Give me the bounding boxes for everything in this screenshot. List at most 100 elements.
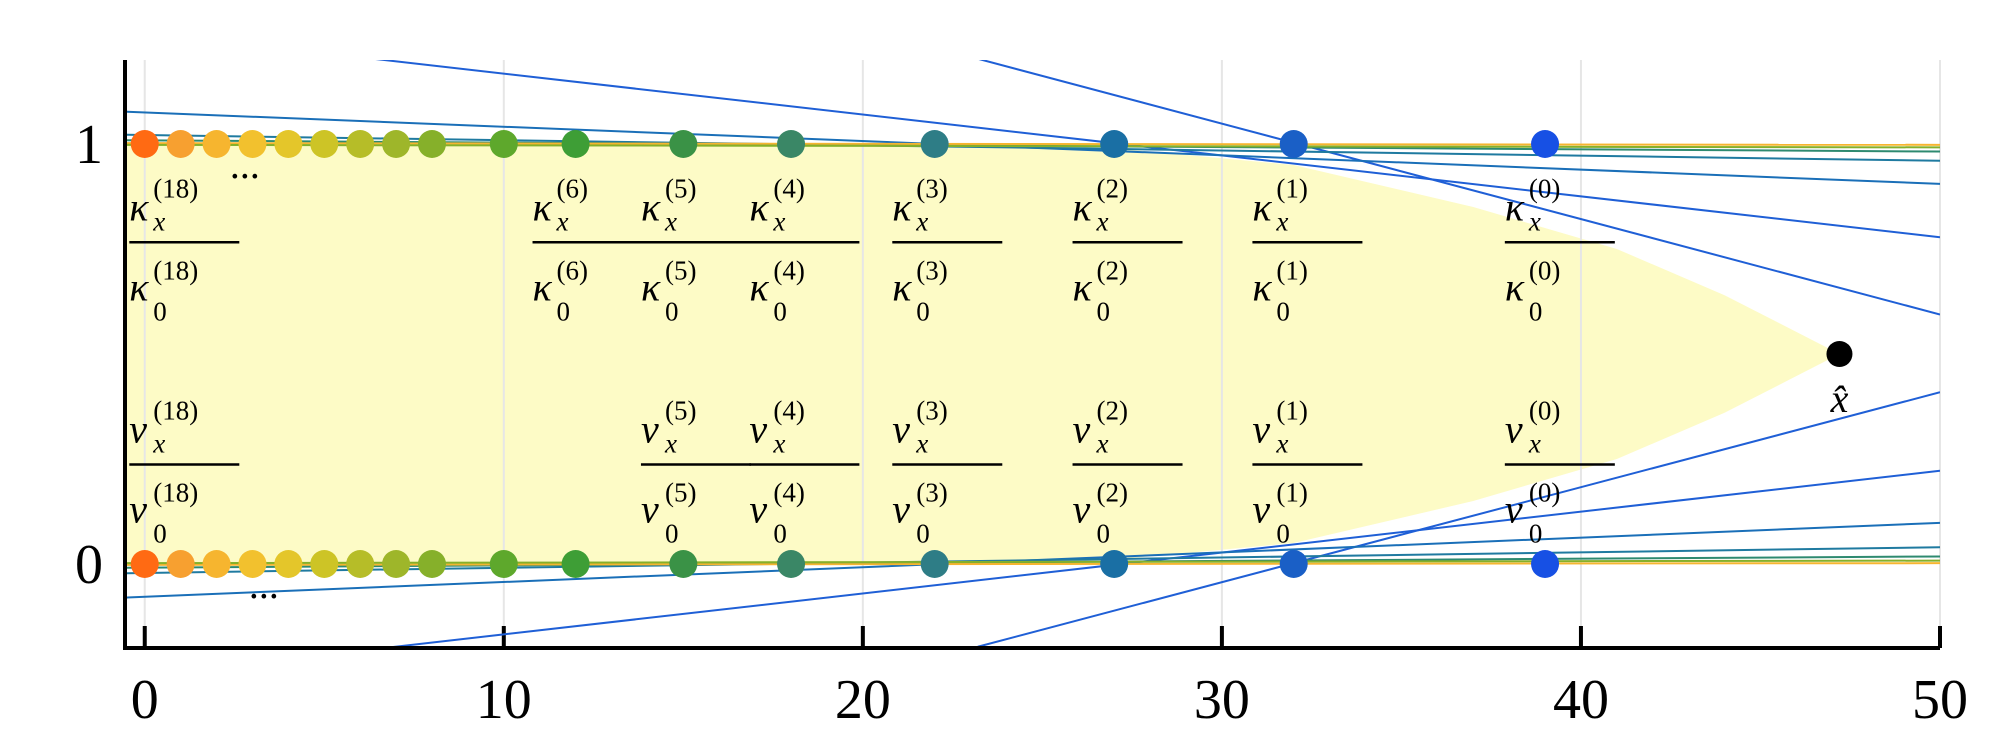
numerator-sub: x [1528, 428, 1541, 458]
numerator-sub: x [772, 428, 785, 458]
numerator-symbol: ν [892, 406, 910, 451]
denominator-sup: (0) [1529, 255, 1560, 285]
numerator-sup: (2) [1097, 173, 1128, 203]
denominator-sup: (2) [1097, 477, 1128, 507]
fraction-label: κ (4)xκ (4)0 [749, 173, 860, 326]
point [669, 130, 698, 158]
numerator-symbol: κ [1505, 184, 1525, 229]
annotation: x̂ [1830, 376, 1849, 421]
numerator-sup: (18) [153, 173, 198, 203]
point [1279, 130, 1308, 158]
denominator-symbol: κ [129, 264, 149, 309]
denominator-sup: (18) [153, 255, 198, 285]
point [274, 550, 303, 578]
denominator-sub: 0 [557, 296, 571, 326]
numerator-sup: (6) [557, 173, 588, 203]
point [166, 130, 195, 158]
point [417, 130, 446, 158]
denominator-sup: (5) [665, 255, 696, 285]
denominator-sup: (2) [1097, 255, 1128, 285]
point [1100, 550, 1129, 578]
denominator-sub: 0 [773, 518, 787, 548]
point [346, 130, 375, 158]
denominator-sup: (1) [1276, 477, 1307, 507]
point [238, 550, 267, 578]
denominator-symbol: κ [749, 264, 769, 309]
denominator-sub: 0 [1097, 296, 1111, 326]
point [346, 550, 375, 578]
fraction-label: ν (4)xν (4)0 [749, 395, 860, 548]
numerator-symbol: ν [641, 406, 659, 451]
denominator-symbol: ν [129, 486, 147, 531]
fraction-label: κ (18)xκ (18)0 [129, 173, 240, 326]
denominator-sub: 0 [1097, 518, 1111, 548]
point [202, 550, 231, 578]
bound-line [375, 469, 1940, 648]
fraction-label: κ (1)xκ (1)0 [1252, 173, 1363, 326]
denominator-sub: 0 [665, 518, 679, 548]
numerator-symbol: κ [533, 184, 553, 229]
denominator-symbol: κ [1073, 264, 1093, 309]
numerator-symbol: κ [892, 184, 912, 229]
annotation: ··· [229, 154, 259, 199]
x-tick-label: 0 [131, 669, 159, 731]
fraction-label: ν (18)xν (18)0 [129, 395, 240, 548]
numerator-sub: x [772, 206, 785, 236]
fraction-label: ν (2)xν (2)0 [1072, 395, 1183, 548]
y-tick-label: 0 [75, 534, 103, 596]
numerator-symbol: κ [129, 184, 149, 229]
numerator-sub: x [1275, 206, 1288, 236]
numerator-sup: (0) [1529, 395, 1560, 425]
point [310, 550, 339, 578]
denominator-sub: 0 [1276, 296, 1290, 326]
numerator-sup: (18) [153, 395, 198, 425]
numerator-sup: (5) [665, 395, 696, 425]
numerator-symbol: ν [129, 406, 147, 451]
fraction-label: ν (3)xν (3)0 [892, 395, 1003, 548]
denominator-symbol: κ [533, 264, 553, 309]
numerator-sup: (4) [773, 173, 804, 203]
point [561, 550, 590, 578]
denominator-sub: 0 [665, 296, 679, 326]
point [238, 130, 267, 158]
denominator-sup: (18) [153, 477, 198, 507]
denominator-sub: 0 [773, 296, 787, 326]
denominator-symbol: ν [641, 486, 659, 531]
point [489, 130, 518, 158]
point [489, 550, 518, 578]
point [382, 550, 411, 578]
numerator-sub: x [1096, 206, 1109, 236]
numerator-sub: x [152, 428, 165, 458]
point [130, 130, 159, 158]
x-tick-label: 20 [835, 669, 891, 731]
numerator-symbol: ν [1505, 406, 1523, 451]
denominator-sup: (3) [916, 477, 947, 507]
numerator-symbol: κ [1252, 184, 1272, 229]
numerator-sub: x [1096, 428, 1109, 458]
numerator-sup: (1) [1276, 173, 1307, 203]
denominator-symbol: κ [1505, 264, 1525, 309]
denominator-sub: 0 [916, 296, 930, 326]
denominator-sub: 0 [1529, 518, 1543, 548]
numerator-symbol: κ [749, 184, 769, 229]
point [310, 130, 339, 158]
numerator-sup: (1) [1276, 395, 1307, 425]
numerator-sub: x [1275, 428, 1288, 458]
x-tick-label: 50 [1912, 669, 1968, 731]
line-group [125, 60, 1940, 648]
denominator-symbol: ν [749, 486, 767, 531]
numerator-symbol: ν [749, 406, 767, 451]
point [130, 550, 159, 578]
numerator-sup: (4) [773, 395, 804, 425]
denominator-sup: (4) [773, 255, 804, 285]
numerator-sub: x [152, 206, 165, 236]
denominator-symbol: κ [641, 264, 661, 309]
denominator-symbol: ν [1252, 486, 1270, 531]
numerator-symbol: ν [1252, 406, 1270, 451]
numerator-symbol: κ [1073, 184, 1093, 229]
denominator-sub: 0 [916, 518, 930, 548]
fraction-label: κ (3)xκ (3)0 [892, 173, 1003, 326]
fraction-label: κ (0)xκ (0)0 [1504, 173, 1615, 326]
fraction-label: κ (6)xκ (6)0 [532, 173, 643, 326]
